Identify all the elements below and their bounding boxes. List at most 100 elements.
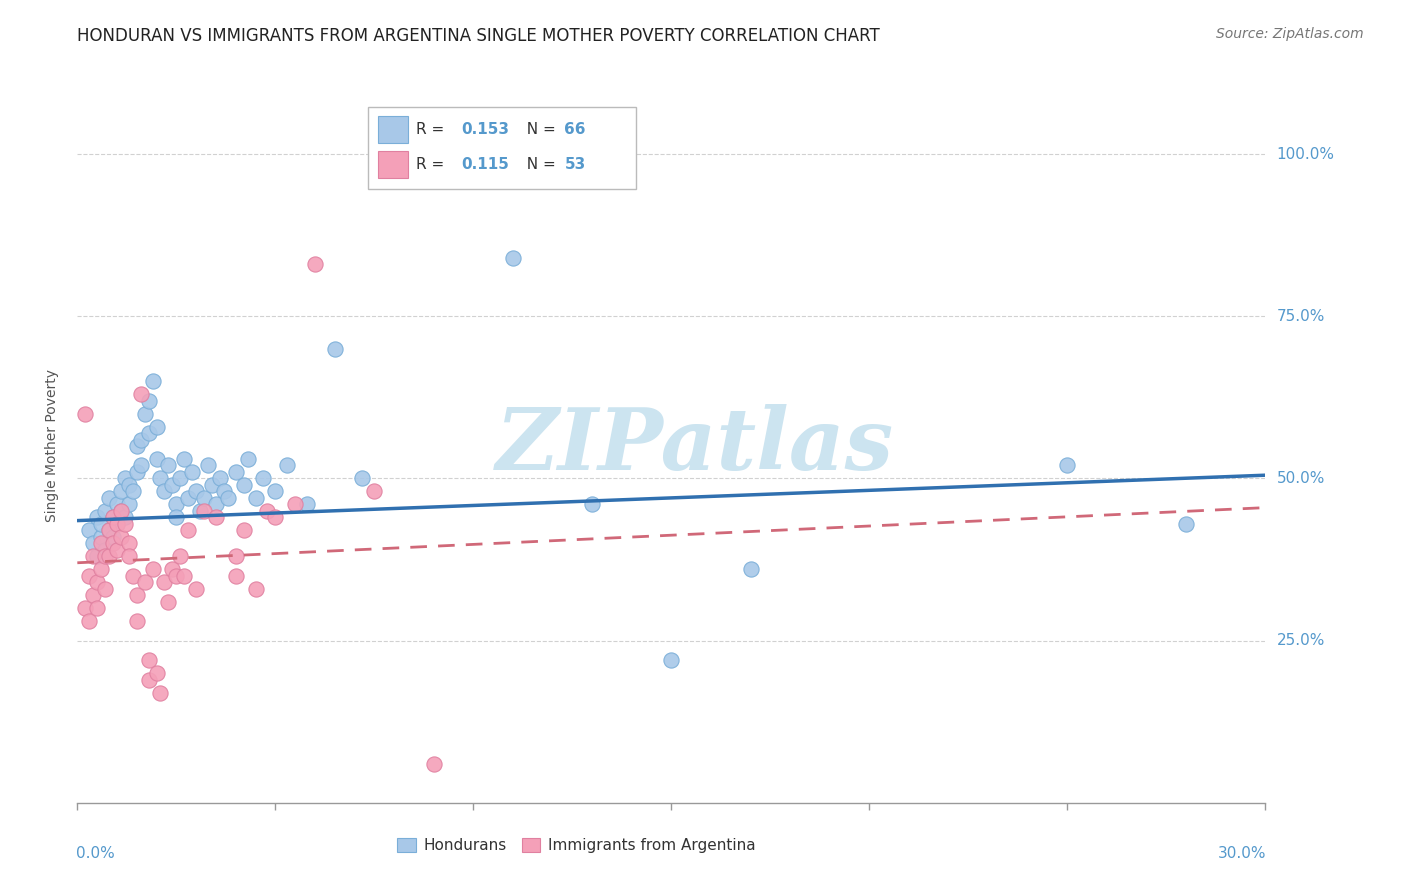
Point (149, 685, 172, 699)
Point (225, 465, 247, 479)
Point (181, 465, 204, 479)
Point (232, 524, 254, 538)
Point (173, 452, 195, 467)
Point (205, 510, 228, 524)
Point (105, 497, 128, 511)
Point (98, 491, 121, 505)
Point (193, 504, 215, 518)
Point (142, 374, 165, 388)
Point (245, 491, 267, 505)
Point (581, 497, 603, 511)
Point (75, 407, 97, 421)
Point (98, 524, 121, 538)
Text: 100.0%: 100.0% (1277, 146, 1334, 161)
Point (145, 452, 167, 467)
Point (304, 257, 326, 271)
Point (114, 471, 136, 485)
Point (256, 504, 278, 518)
Point (94, 549, 117, 564)
Text: Source: ZipAtlas.com: Source: ZipAtlas.com (1216, 27, 1364, 41)
Point (86, 575, 108, 590)
Point (186, 582, 208, 596)
Point (86, 510, 108, 524)
Point (323, 342, 346, 356)
Point (101, 536, 124, 550)
Point (138, 653, 160, 667)
Point (125, 614, 148, 628)
Point (363, 484, 385, 499)
Point (138, 393, 160, 408)
Point (82, 536, 104, 550)
Text: ZIPatlas: ZIPatlas (496, 404, 894, 488)
Point (105, 516, 128, 531)
Point (110, 504, 132, 518)
Point (197, 458, 219, 473)
FancyBboxPatch shape (368, 107, 636, 189)
Point (264, 510, 287, 524)
Point (157, 595, 180, 609)
Point (114, 510, 136, 524)
Point (740, 562, 762, 576)
Point (77, 568, 100, 582)
Point (110, 484, 132, 499)
Point (173, 568, 195, 582)
Point (276, 458, 298, 473)
Point (90, 536, 112, 550)
Point (1056, 458, 1078, 473)
Text: HONDURAN VS IMMIGRANTS FROM ARGENTINA SINGLE MOTHER POVERTY CORRELATION CHART: HONDURAN VS IMMIGRANTS FROM ARGENTINA SI… (77, 27, 880, 45)
Point (82, 588, 104, 602)
Point (188, 504, 211, 518)
Point (193, 491, 215, 505)
Point (118, 497, 141, 511)
Point (295, 497, 318, 511)
Point (217, 491, 239, 505)
Point (162, 478, 184, 492)
Point (284, 497, 307, 511)
Text: 0.115: 0.115 (461, 157, 509, 172)
Point (1175, 516, 1198, 531)
Point (245, 582, 267, 596)
Point (186, 484, 208, 499)
Text: 30.0%: 30.0% (1218, 846, 1267, 861)
Point (110, 530, 132, 544)
Point (90, 562, 112, 576)
Point (118, 549, 141, 564)
Point (129, 433, 152, 447)
Point (225, 549, 247, 564)
Point (118, 478, 141, 492)
Point (225, 568, 247, 582)
Point (352, 471, 374, 485)
FancyBboxPatch shape (378, 152, 408, 178)
Point (101, 510, 124, 524)
Text: N =: N = (517, 157, 561, 172)
Point (177, 524, 200, 538)
Point (252, 471, 274, 485)
Point (125, 588, 148, 602)
Point (114, 516, 136, 531)
Point (94, 582, 117, 596)
Point (661, 653, 683, 667)
Point (75, 601, 97, 615)
Point (169, 549, 191, 564)
Point (177, 491, 200, 505)
Point (169, 471, 191, 485)
Point (105, 542, 128, 557)
Point (129, 387, 152, 401)
Legend: Hondurans, Immigrants from Argentina: Hondurans, Immigrants from Argentina (391, 832, 762, 859)
Point (149, 471, 172, 485)
Point (165, 510, 187, 524)
Point (90, 530, 112, 544)
Point (165, 497, 187, 511)
Point (121, 568, 143, 582)
Point (145, 419, 167, 434)
Text: 50.0%: 50.0% (1277, 471, 1324, 486)
Point (153, 575, 176, 590)
Point (502, 251, 524, 265)
Text: 75.0%: 75.0% (1277, 309, 1324, 324)
Point (82, 549, 104, 564)
Text: 25.0%: 25.0% (1277, 633, 1324, 648)
Point (94, 542, 117, 557)
Point (162, 562, 184, 576)
FancyBboxPatch shape (378, 116, 408, 143)
Y-axis label: Single Mother Poverty: Single Mother Poverty (45, 369, 59, 523)
